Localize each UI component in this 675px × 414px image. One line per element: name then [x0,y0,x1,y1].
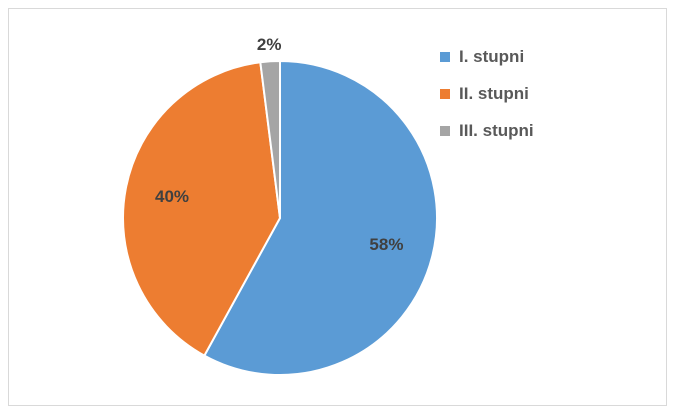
data-label-1: 58% [369,235,403,254]
legend-swatch-ii-stupni [440,88,450,99]
legend-swatch-i-stupni [440,51,450,62]
legend-label: I. stupni [459,46,525,66]
legend-item-i-stupni: I. stupni [440,38,534,75]
data-label-3: 2% [257,35,282,54]
legend-swatch-iii-stupni [440,125,450,136]
data-label-2: 40% [155,187,189,206]
legend-item-ii-stupni: II. stupni [440,75,534,112]
pie-slices [122,59,438,376]
legend-label: III. stupni [459,120,534,140]
legend-item-iii-stupni: III. stupni [440,112,534,149]
pie-slice-1 [203,59,438,376]
legend-label: II. stupni [459,83,529,103]
pie-data-labels: 58% 40% 2% [155,35,403,254]
pie-slice-2 [122,61,282,357]
pie-slice-3 [259,59,281,219]
legend: I. stupni II. stupni III. stupni [440,38,534,149]
